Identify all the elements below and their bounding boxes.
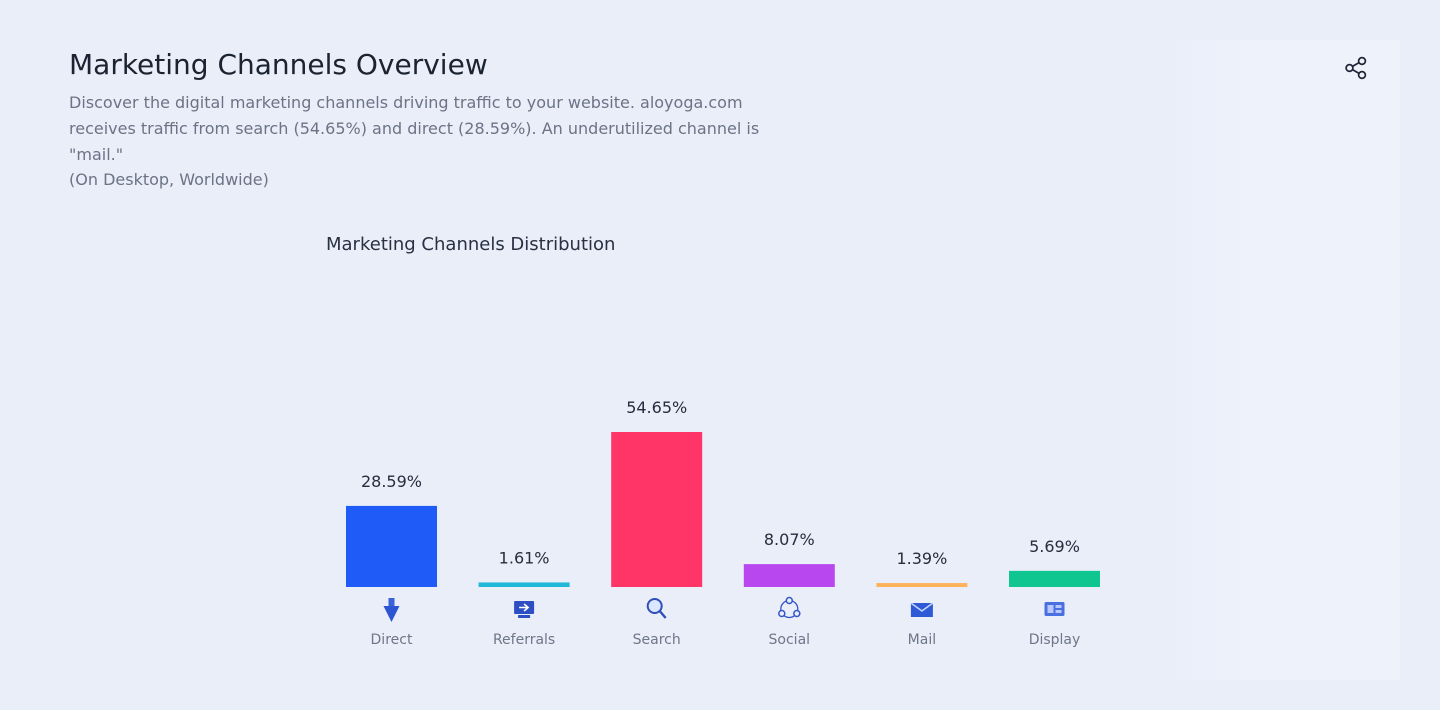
direct-icon <box>383 598 400 622</box>
value-label-social: 8.07% <box>764 530 815 549</box>
bar-direct[interactable] <box>346 505 437 587</box>
bar-referrals[interactable] <box>478 582 570 587</box>
display-icon <box>1044 602 1065 616</box>
category-label-display: Display <box>1029 632 1081 648</box>
category-label-mail: Mail <box>908 632 936 648</box>
bar-social[interactable] <box>743 564 835 587</box>
referrals-icon <box>514 601 535 618</box>
share-icon <box>1345 56 1367 80</box>
category-label-referrals: Referrals <box>493 632 555 648</box>
category-label-direct: Direct <box>371 632 413 648</box>
mail-icon <box>910 602 934 617</box>
page-title: Marketing Channels Overview <box>69 48 488 81</box>
chart-title: Marketing Channels Distribution <box>326 234 616 255</box>
category-label-search: Search <box>633 632 681 648</box>
bar-mail[interactable] <box>876 583 968 587</box>
value-label-display: 5.69% <box>1029 537 1080 556</box>
share-button[interactable] <box>1340 52 1372 84</box>
value-label-mail: 1.39% <box>896 549 947 568</box>
value-label-search: 54.65% <box>626 398 687 417</box>
value-label-referrals: 1.61% <box>499 548 550 567</box>
scope-label: (On Desktop, Worldwide) <box>69 170 269 189</box>
bar-display[interactable] <box>1009 570 1100 587</box>
category-label-social: Social <box>769 632 811 648</box>
bar-search[interactable] <box>611 432 703 587</box>
search-icon <box>646 598 667 619</box>
channels-description: Discover the digital marketing channels … <box>69 93 760 164</box>
value-label-direct: 28.59% <box>361 472 422 491</box>
social-icon <box>778 596 801 619</box>
